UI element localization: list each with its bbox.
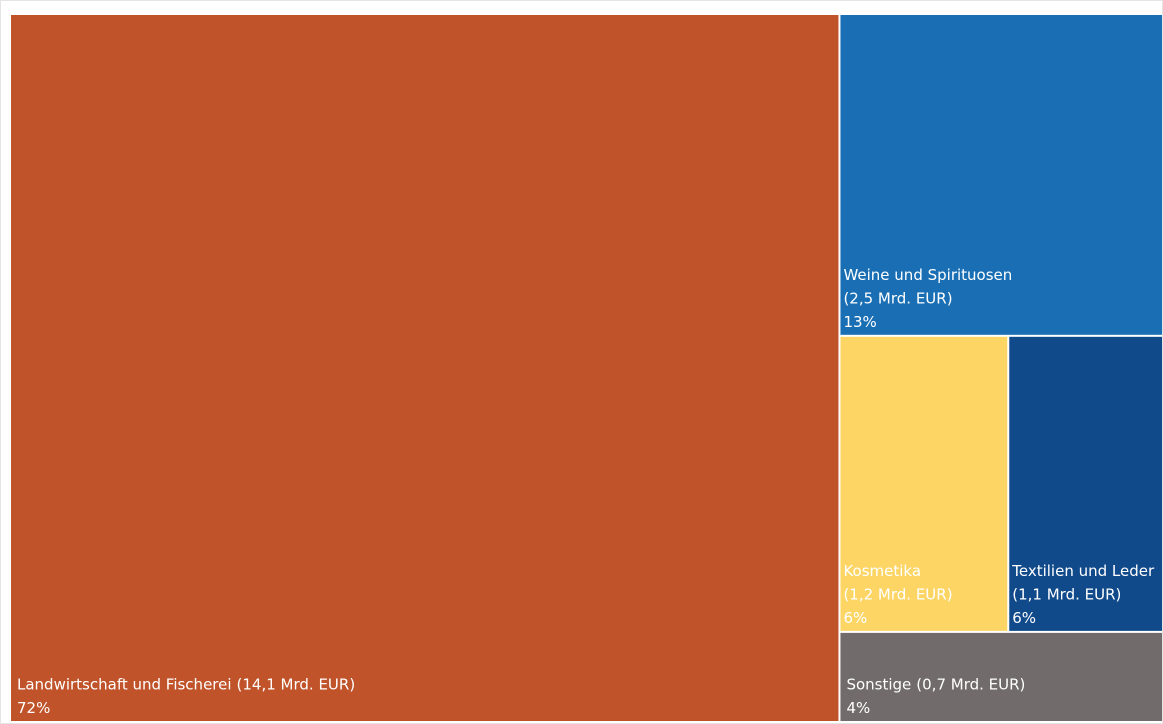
category-label: Landwirtschaft und Fischerei [17,676,232,694]
category-label: Textilien und Leder [1011,562,1155,580]
share-label: 13% [843,313,876,331]
share-label: 6% [1012,609,1036,627]
value-label: (1,1 Mrd. EUR) [1012,585,1121,603]
share-label: 72% [17,699,50,717]
treemap-tile [1009,336,1162,631]
value-label: (1,2 Mrd. EUR) [843,585,952,603]
value-label: (2,5 Mrd. EUR) [843,289,952,307]
treemap-tile [840,15,1162,335]
share-label: 4% [846,699,870,717]
treemap-tile [840,632,1162,721]
value-label: (14,1 Mrd. EUR) [237,676,356,694]
category-label: Weine und Spirituosen [843,266,1012,284]
tile-label: Landwirtschaft und Fischerei (14,1 Mrd. E… [17,676,355,694]
share-label: 6% [843,609,867,627]
treemap-tile [840,336,1008,631]
treemap-tile [11,15,839,721]
value-label: (0,7 Mrd. EUR) [916,676,1025,694]
category-label: Sonstige [846,676,911,694]
tile-label: Sonstige (0,7 Mrd. EUR) [846,676,1025,694]
category-label: Kosmetika [843,562,921,580]
